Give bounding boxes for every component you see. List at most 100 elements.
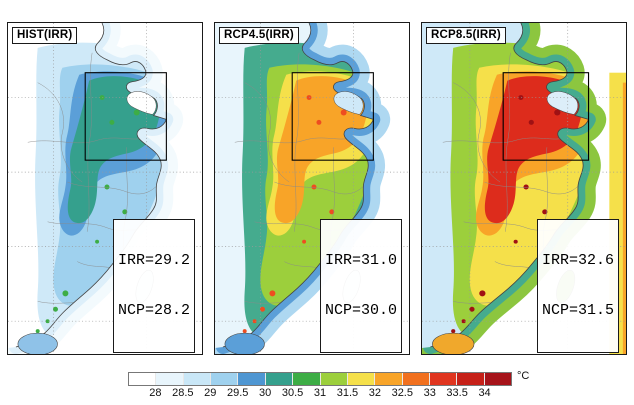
province-boundary xyxy=(37,82,83,183)
map-rcp85 xyxy=(422,23,626,354)
colorbar-tick-label: 34 xyxy=(478,387,491,399)
colorbar-tick-label: 29.5 xyxy=(226,387,249,399)
panel-title: RCP8.5(IRR) xyxy=(426,27,506,44)
field-speck xyxy=(311,184,317,190)
field-speck xyxy=(316,119,322,125)
panel-hist: HIST(IRR) IRR=29.2 NCP=28.2 xyxy=(7,22,203,355)
ncp-mean-value: NCP=31.5 xyxy=(541,301,614,319)
province-boundary xyxy=(67,181,159,195)
field-speck xyxy=(62,290,69,297)
colorbar-segment xyxy=(484,373,512,385)
colorbar-segment xyxy=(375,373,403,385)
colorbar-segment xyxy=(402,373,430,385)
irr-mean-value: IRR=32.6 xyxy=(541,252,614,269)
province-boundary xyxy=(27,137,147,144)
province-boundary xyxy=(484,181,581,195)
province-boundary xyxy=(453,82,501,183)
hainan-island xyxy=(17,332,58,354)
field-speck xyxy=(306,95,312,101)
panel-rcp85: RCP8.5(IRR) IRR=32.6 NCP=31.5 xyxy=(421,22,627,355)
colorbar-tick-label: 28 xyxy=(149,387,162,399)
colorbar-tick-label: 31.5 xyxy=(336,387,359,399)
colorbar-tick-label: 30.5 xyxy=(281,387,304,399)
irr-mean-value: IRR=31.0 xyxy=(324,252,397,269)
colorbar-segment xyxy=(265,373,294,385)
field-speck xyxy=(329,209,335,215)
field-speck xyxy=(260,306,265,312)
province-boundary xyxy=(505,52,511,232)
field-speck xyxy=(518,95,524,101)
field-speck xyxy=(104,184,110,190)
hainan-island xyxy=(432,332,475,354)
field-speck xyxy=(461,319,466,324)
province-boundary xyxy=(244,82,290,183)
map-hist xyxy=(8,23,202,354)
bohai-gulf xyxy=(546,91,579,115)
field-speck xyxy=(302,239,307,244)
field-speck xyxy=(469,306,475,312)
colorbar-segment xyxy=(156,373,184,385)
ncp-mean-value: NCP=28.2 xyxy=(117,301,190,319)
colorbar-segment xyxy=(211,373,239,385)
panel-rcp45: RCP4.5(IRR) IRR=31.0 NCP=30.0 xyxy=(214,22,410,355)
field-speck xyxy=(53,306,58,312)
colorbar-segment xyxy=(293,373,321,385)
stats-box: IRR=32.6 NCP=31.5 xyxy=(536,219,619,353)
province-boundary xyxy=(274,181,366,195)
province-boundary xyxy=(293,52,300,232)
bohai-gulf xyxy=(333,91,364,115)
province-boundary xyxy=(442,137,568,144)
field-speck xyxy=(269,290,276,297)
colorbar-tick-label: 32 xyxy=(368,387,381,399)
coastline xyxy=(222,23,374,348)
colorbar-segment xyxy=(429,373,458,385)
field-speck xyxy=(242,329,247,334)
field-speck xyxy=(542,209,548,215)
ncp-region-box xyxy=(84,72,167,161)
irr-mean-value: IRR=29.2 xyxy=(117,252,190,269)
colorbar-unit-label: °C xyxy=(517,370,530,382)
bohai-gulf xyxy=(126,91,157,115)
panel-title: RCP4.5(IRR) xyxy=(219,27,299,44)
colorbar-ticks: 28 28.5 29 29.5 30 30.5 31 31.5 32 32.5 33 33.5 34 xyxy=(128,387,512,401)
colorbar-tick-label: 33 xyxy=(423,387,436,399)
ncp-region-box xyxy=(291,72,374,161)
field-speck xyxy=(554,109,561,116)
colorbar-tick-label: 32.5 xyxy=(391,387,413,399)
field-speck xyxy=(513,239,518,244)
ocean-warm-edge xyxy=(622,82,626,354)
colorbar-tick-label: 31 xyxy=(313,387,327,399)
ncp-region-box xyxy=(502,72,590,161)
colorbar-segment xyxy=(238,373,266,385)
province-boundary xyxy=(234,137,354,144)
colorbar-tick-label: 28.5 xyxy=(172,387,194,399)
field-speck xyxy=(99,95,105,101)
field-speck xyxy=(35,329,40,334)
field-speck xyxy=(523,184,529,190)
field-speck xyxy=(528,119,534,125)
colorbar-segment xyxy=(129,373,157,385)
hainan-island xyxy=(224,332,265,354)
colorbar-segment xyxy=(320,373,348,385)
coastline xyxy=(15,23,167,348)
coastline xyxy=(430,23,590,348)
stats-box: IRR=29.2 NCP=28.2 xyxy=(112,219,195,353)
field-speck xyxy=(95,239,100,244)
field-speck xyxy=(109,119,115,125)
field-speck xyxy=(45,319,50,324)
field-speck xyxy=(122,209,128,215)
ncp-mean-value: NCP=30.0 xyxy=(324,301,397,319)
colorbar-tick-label: 29 xyxy=(204,387,217,399)
colorbar-tick-label: 30 xyxy=(259,387,272,399)
field-speck xyxy=(479,290,486,297)
field-speck xyxy=(451,329,456,334)
province-boundary xyxy=(86,52,93,232)
colorbar-segment xyxy=(347,373,376,385)
colorbar-tick-label: 33.5 xyxy=(446,387,468,399)
colorbar xyxy=(128,372,512,386)
panel-title: HIST(IRR) xyxy=(12,27,78,44)
field-speck xyxy=(340,109,347,116)
field-speck xyxy=(133,109,140,116)
field-speck xyxy=(252,319,257,324)
